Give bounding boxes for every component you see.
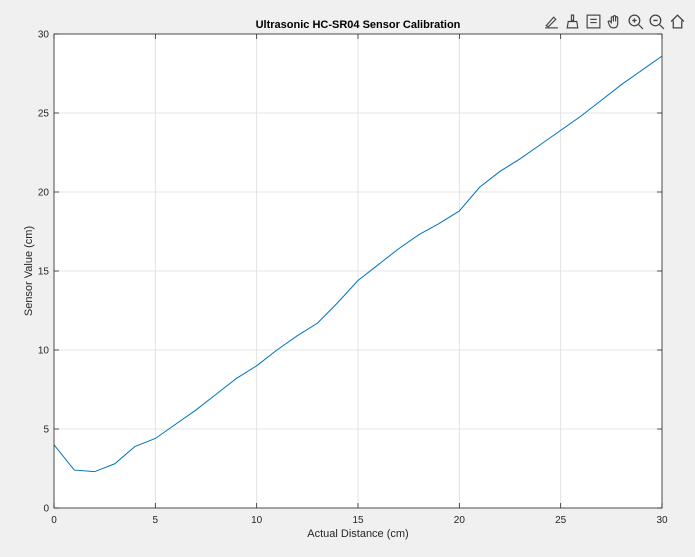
data-point[interactable] <box>152 435 158 441</box>
chart-title: Ultrasonic HC-SR04 Sensor Calibration <box>256 19 461 31</box>
data-point[interactable] <box>598 97 604 103</box>
home-button[interactable] <box>668 10 687 32</box>
series-line[interactable] <box>53 55 663 473</box>
y-tick-label: 25 <box>38 109 50 120</box>
home-icon <box>670 13 685 29</box>
data-point[interactable] <box>477 184 483 190</box>
data-point[interactable] <box>497 168 503 174</box>
zoom-in-icon <box>628 13 644 29</box>
data-point[interactable] <box>335 300 341 306</box>
zoom-out-icon <box>649 13 665 29</box>
x-tick-label: 20 <box>454 515 466 526</box>
x-tick-label: 5 <box>153 515 159 526</box>
data-point[interactable] <box>416 232 422 238</box>
data-point[interactable] <box>537 142 543 148</box>
data-tips-icon <box>586 14 601 28</box>
brush-data-button[interactable] <box>542 10 561 32</box>
brush-data-icon <box>545 15 558 28</box>
y-tick-label: 15 <box>38 267 50 278</box>
data-point[interactable] <box>274 347 280 353</box>
data-tips-button[interactable] <box>584 10 603 32</box>
data-point[interactable] <box>233 375 239 381</box>
data-point[interactable] <box>294 333 300 339</box>
data-point[interactable] <box>193 407 199 413</box>
y-tick-label: 0 <box>43 504 49 515</box>
data-point[interactable] <box>314 320 320 326</box>
y-tick-label: 5 <box>43 425 49 436</box>
y-tick-label: 30 <box>38 30 50 41</box>
data-point[interactable] <box>132 443 138 449</box>
zoom-out-button[interactable] <box>647 10 666 32</box>
y-tick-label: 10 <box>38 346 50 357</box>
data-point[interactable] <box>92 469 98 475</box>
data-point[interactable] <box>375 262 381 268</box>
data-point[interactable] <box>639 67 645 73</box>
data-point[interactable] <box>558 127 564 133</box>
zoom-in-button[interactable] <box>626 10 645 32</box>
y-axis-label: Sensor Value (cm) <box>23 226 35 316</box>
data-point[interactable] <box>112 461 118 467</box>
data-point[interactable] <box>618 82 624 88</box>
ticks: 0 5 10 15 20 25 30 0 5 10 15 20 25 30 <box>38 30 668 527</box>
y-tick-label: 20 <box>38 188 50 199</box>
pan-button[interactable] <box>605 10 624 32</box>
pan-icon <box>607 14 619 28</box>
clean-icon <box>566 14 579 28</box>
series-layer <box>53 55 663 475</box>
x-tick-label: 15 <box>352 515 364 526</box>
data-point[interactable] <box>71 467 77 473</box>
x-tick-label: 25 <box>555 515 567 526</box>
data-point[interactable] <box>436 221 442 227</box>
data-point[interactable] <box>254 363 260 369</box>
axes-toolbar <box>542 10 687 32</box>
data-point[interactable] <box>578 113 584 119</box>
data-point[interactable] <box>517 156 523 162</box>
data-point[interactable] <box>355 277 361 283</box>
x-axis-label: Actual Distance (cm) <box>307 528 408 540</box>
clean-button[interactable] <box>563 10 582 32</box>
data-point[interactable] <box>213 391 219 397</box>
data-point[interactable] <box>396 246 402 252</box>
data-point[interactable] <box>456 208 462 214</box>
x-tick-label: 30 <box>656 515 668 526</box>
x-tick-label: 10 <box>251 515 263 526</box>
x-tick-label: 0 <box>51 515 57 526</box>
data-point[interactable] <box>173 421 179 427</box>
